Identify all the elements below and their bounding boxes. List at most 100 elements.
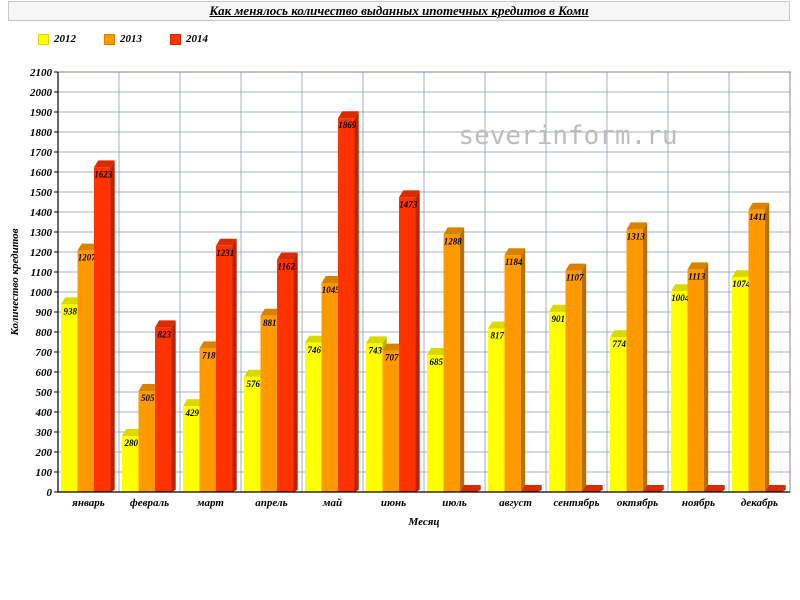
y-tick-label: 1000 [30, 287, 53, 299]
bar-value-label: 1004 [671, 293, 690, 303]
bar-top [504, 248, 526, 256]
bar-value-label: 1074 [732, 279, 751, 289]
bar-value-label: 685 [430, 357, 444, 367]
bar-top [610, 330, 631, 338]
y-tick-label: 700 [36, 347, 53, 359]
bar [504, 255, 521, 492]
bar-value-label: 746 [308, 345, 322, 355]
bar [610, 337, 627, 492]
y-tick-label: 500 [36, 387, 53, 399]
bar [399, 197, 416, 492]
legend-swatch-2014 [170, 33, 181, 45]
bar-value-label: 1473 [399, 199, 418, 209]
bar [260, 315, 277, 492]
bar [488, 328, 505, 492]
bar [94, 167, 111, 492]
bar-top [549, 304, 570, 312]
legend: 2012 2013 2014 [38, 33, 236, 45]
x-tick-label: февраль [130, 497, 169, 509]
bar-side [659, 485, 664, 492]
bar [687, 269, 704, 492]
bar-top [488, 321, 509, 329]
bar [366, 343, 383, 492]
bar-top [321, 276, 343, 283]
y-tick-label: 1200 [30, 247, 53, 259]
bar-value-label: 1313 [627, 231, 646, 241]
bar-top [704, 485, 725, 492]
bar-top [199, 341, 221, 349]
bar-top [122, 429, 143, 436]
bar [216, 245, 233, 492]
bar-value-label: 1231 [216, 248, 234, 258]
bar [122, 436, 139, 492]
y-tick-label: 1100 [31, 267, 53, 279]
bar-top [382, 343, 404, 351]
bar-value-label: 505 [141, 393, 155, 403]
y-tick-label: 900 [36, 307, 53, 319]
bar [565, 270, 582, 492]
legend-swatch-2012 [38, 33, 49, 45]
bar-side [232, 238, 237, 492]
bar-value-label: 1107 [566, 273, 584, 283]
bar-side [521, 248, 526, 492]
bar-top [460, 485, 481, 492]
bar-top [748, 202, 770, 210]
bar-value-label: 1045 [322, 285, 341, 295]
bar-value-label: 429 [185, 408, 200, 418]
x-tick-label: сентябрь [553, 497, 599, 509]
y-tick-label: 300 [35, 427, 53, 439]
y-tick-label: 800 [36, 327, 53, 339]
bar-side [415, 190, 420, 492]
y-tick-label: 1700 [30, 147, 53, 159]
bar [305, 342, 322, 492]
bar-top [366, 336, 387, 344]
bar [671, 291, 688, 492]
bar [382, 350, 399, 492]
x-tick-label: ноябрь [682, 497, 715, 509]
bar-value-label: 881 [263, 318, 277, 328]
bar-top [687, 262, 709, 270]
chart-title: Как менялось количество выданных ипотечн… [209, 3, 589, 18]
bar-top [565, 263, 587, 271]
bar-value-label: 774 [613, 339, 627, 349]
legend-item-2014: 2014 [170, 33, 236, 45]
bar [244, 376, 261, 492]
bar [732, 277, 749, 492]
bar-value-label: 1869 [338, 120, 357, 130]
x-tick-label: апрель [255, 497, 287, 509]
legend-swatch-2013 [104, 33, 115, 45]
x-tick-label: октябрь [617, 497, 658, 509]
bar-top [338, 111, 359, 119]
bar-top [77, 243, 99, 251]
bar-top [765, 485, 786, 492]
y-tick-label: 400 [35, 407, 53, 419]
watermark-text: severinform.ru [458, 121, 677, 151]
bar-top [260, 308, 282, 316]
legend-label-2014: 2014 [186, 33, 208, 45]
bar-value-label: 823 [158, 329, 172, 339]
bar-side [643, 222, 648, 492]
bar-value-label: 718 [202, 350, 216, 360]
x-tick-label: август [499, 497, 532, 509]
bar-top [244, 369, 265, 377]
bar-value-label: 743 [369, 345, 383, 355]
bar-value-label: 1113 [688, 271, 706, 281]
bar-top [399, 190, 420, 198]
bar-side [171, 320, 176, 492]
bar-top [155, 320, 176, 328]
legend-item-2013: 2013 [104, 33, 170, 45]
bar-top [671, 284, 692, 292]
y-tick-label: 1300 [30, 227, 53, 239]
y-tick-label: 1800 [30, 127, 53, 139]
bar-top [521, 485, 542, 492]
bar-side [598, 485, 603, 492]
bar-side [582, 263, 587, 492]
y-axis-title: Количество кредитов [9, 228, 21, 336]
x-tick-label: январь [71, 497, 105, 509]
bar-top [305, 335, 326, 343]
y-tick-label: 1900 [30, 107, 53, 119]
bar-value-label: 1623 [94, 169, 113, 179]
bar [61, 304, 78, 492]
bar-side [781, 485, 786, 492]
bar [338, 118, 355, 492]
